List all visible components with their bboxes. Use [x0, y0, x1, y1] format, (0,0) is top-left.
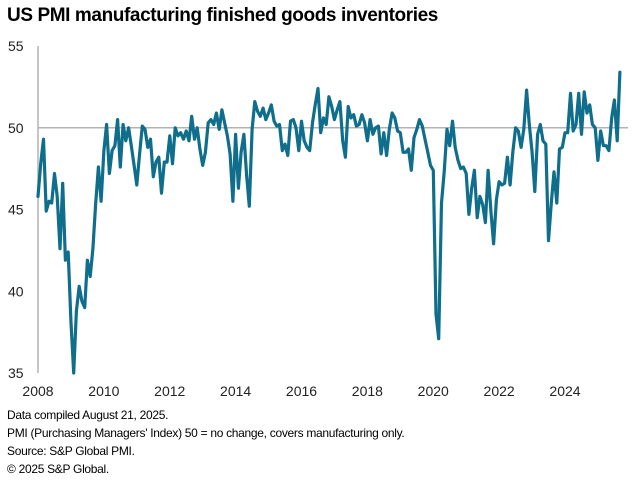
x-tick-label: 2010 [88, 383, 119, 399]
x-tick-label: 2024 [549, 383, 580, 399]
x-tick-label: 2016 [286, 383, 317, 399]
y-tick-label: 50 [8, 120, 24, 136]
y-tick-label: 40 [8, 283, 24, 299]
footnote-pmi-definition: PMI (Purchasing Managers' Index) 50 = no… [7, 426, 405, 440]
footnote-source: Source: S&P Global PMI. [7, 444, 135, 458]
footnote-data-compiled: Data compiled August 21, 2025. [7, 408, 169, 422]
y-tick-label: 35 [8, 365, 24, 381]
y-tick-label: 45 [8, 202, 24, 218]
x-tick-label: 2012 [154, 383, 185, 399]
y-axis-tick-labels: 35 40 45 50 55 [8, 38, 24, 381]
x-tick-label: 2020 [418, 383, 449, 399]
x-axis-tick-labels: 2008 2010 2012 2014 2016 2018 2020 2022 2024 [22, 383, 580, 399]
x-tick-label: 2022 [484, 383, 515, 399]
series-line [36, 70, 622, 375]
footnotes: Data compiled August 21, 2025. PMI (Purc… [7, 406, 405, 478]
footnote-copyright: © 2025 S&P Global. [7, 462, 109, 476]
x-tick-label: 2018 [352, 383, 383, 399]
y-tick-label: 55 [8, 38, 24, 54]
series-group [36, 70, 622, 375]
x-tick-label: 2014 [220, 383, 251, 399]
x-tick-label: 2008 [22, 383, 53, 399]
chart-title: US PMI manufacturing finished goods inve… [7, 5, 438, 26]
